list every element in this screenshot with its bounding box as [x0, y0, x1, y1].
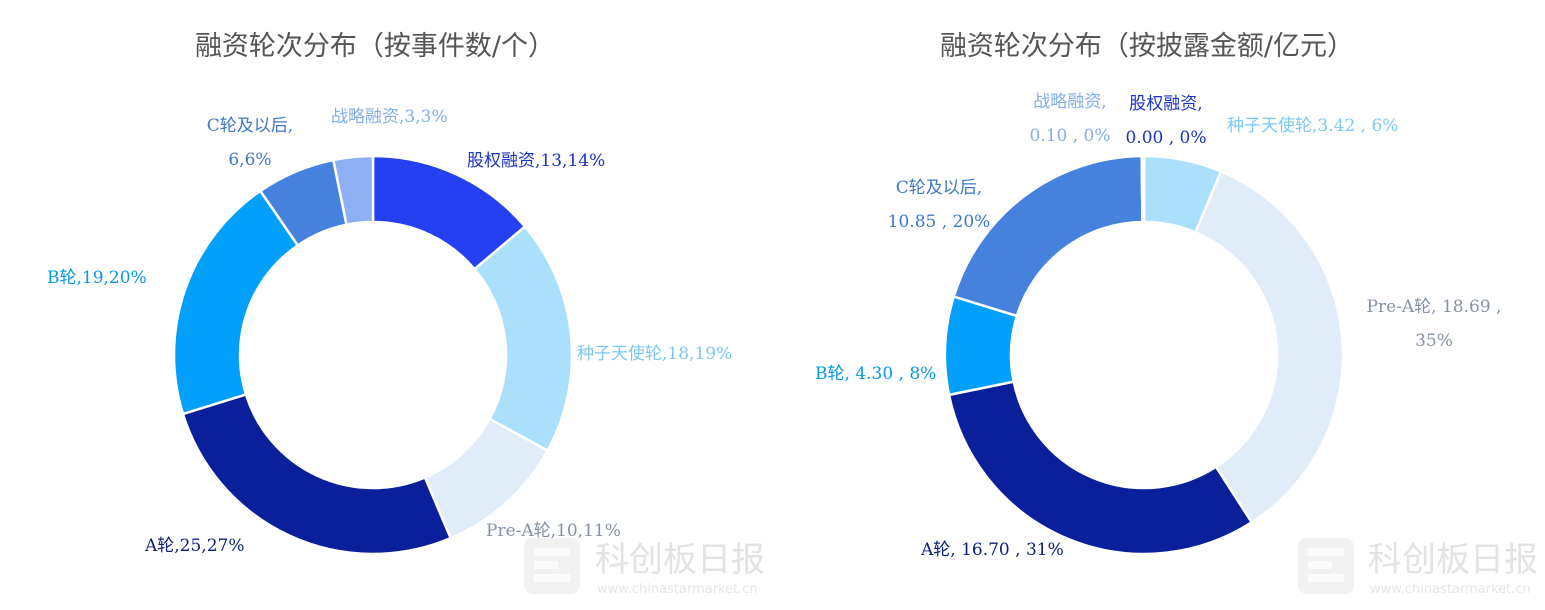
- data-label-equity: 股权融资, 0.00 , 0%: [1125, 94, 1206, 148]
- data-label-pre-a: Pre-A轮, 18.69 , 35%: [1367, 297, 1502, 351]
- chart-title-events: 融资轮次分布（按事件数/个）: [195, 31, 555, 62]
- watermark-url: www.chinastarmarket.cn: [597, 582, 758, 597]
- watermark-url: www.chinastarmarket.cn: [1370, 582, 1531, 597]
- slice-round-a: [181, 392, 453, 556]
- slice-strategic: [331, 154, 375, 227]
- data-label-round-c-plus: C轮及以后, 10.85 , 20%: [888, 178, 991, 232]
- slice-pre-a: [1193, 169, 1345, 525]
- data-label-round-a: A轮,25,27%: [144, 536, 245, 556]
- data-label-strategic: 战略融资, 0.10 , 0%: [1029, 92, 1110, 146]
- data-label-equity: 股权融资,13,14%: [467, 151, 605, 171]
- chart-title-amount: 融资轮次分布（按披露金额/亿元）: [940, 31, 1354, 62]
- watermark-logo-icon: [1298, 538, 1354, 594]
- donut-chart-events: 股权融资,13,14% 种子天使轮,18,19% Pre-A轮,10,11% A轮,2…: [47, 107, 732, 556]
- data-label-seed-angel: 种子天使轮,18,19%: [577, 343, 732, 364]
- watermark-logo-icon: [524, 538, 580, 594]
- data-label-round-c-plus: C轮及以后, 6,6%: [207, 116, 293, 170]
- slice-strategic: [1140, 154, 1146, 224]
- watermark-brand: 科创板日报: [1368, 540, 1538, 580]
- slice-round-b: [172, 189, 300, 416]
- data-label-strategic: 战略融资,3,3%: [331, 107, 448, 127]
- watermark-left: 科创板日报 www.chinastarmarket.cn: [524, 538, 765, 597]
- data-label-round-b: B轮, 4.30 , 8%: [815, 364, 936, 384]
- watermark-right: 科创板日报 www.chinastarmarket.cn: [1298, 538, 1538, 597]
- slice-seed-angel: [472, 224, 574, 453]
- donut-chart-amount: 股权融资, 0.00 , 0% 种子天使轮,3.42 , 6% Pre-A轮, 18.…: [815, 92, 1501, 560]
- data-label-round-a: A轮, 16.70 , 31%: [920, 540, 1064, 560]
- data-label-seed-angel: 种子天使轮,3.42 , 6%: [1227, 115, 1398, 136]
- data-label-round-b: B轮,19,20%: [47, 268, 147, 288]
- slice-round-a: [947, 380, 1254, 556]
- watermark-brand: 科创板日报: [595, 540, 765, 580]
- data-label-pre-a: Pre-A轮,10,11%: [486, 521, 621, 541]
